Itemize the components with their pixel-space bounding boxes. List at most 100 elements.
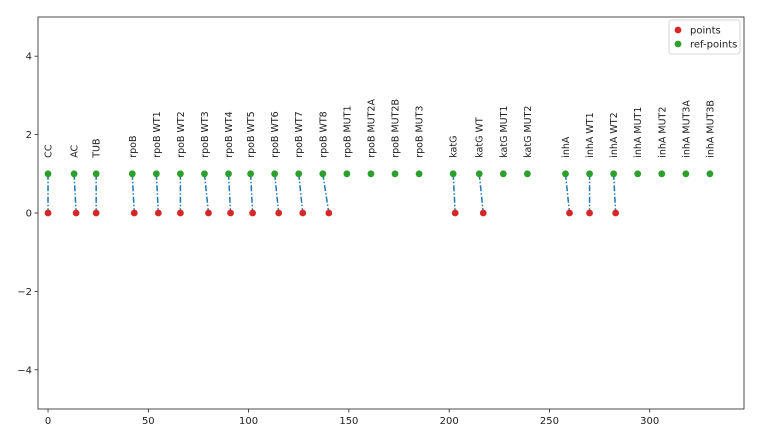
ref-point-marker bbox=[634, 170, 642, 178]
point-label: rpoB MUT2B bbox=[391, 99, 402, 158]
ref-point-marker bbox=[475, 170, 483, 178]
ref-point-marker bbox=[92, 170, 100, 178]
point-marker bbox=[479, 209, 487, 217]
y-tick-label: −2 bbox=[17, 287, 32, 298]
point-label: katG MUT1 bbox=[499, 106, 510, 158]
point-marker bbox=[451, 209, 459, 217]
point-label: rpoB WT4 bbox=[224, 111, 235, 158]
point-marker bbox=[299, 209, 307, 217]
marker-layer bbox=[44, 170, 714, 217]
point-label: rpoB WT2 bbox=[176, 111, 187, 158]
point-label: rpoB MUT3 bbox=[415, 106, 426, 158]
x-tick-label: 0 bbox=[45, 416, 51, 427]
x-tick-label: 300 bbox=[640, 416, 659, 427]
ref-point-marker bbox=[415, 170, 423, 178]
y-tick-label: −4 bbox=[17, 365, 32, 376]
x-tick-label: 200 bbox=[440, 416, 459, 427]
legend-label: points bbox=[690, 26, 721, 37]
ref-point-marker bbox=[44, 170, 52, 178]
point-marker bbox=[92, 209, 100, 217]
connector-line bbox=[564, 173, 571, 214]
point-label: inhA bbox=[561, 136, 572, 158]
point-label: inhA MUT1 bbox=[633, 107, 644, 158]
point-label: rpoB WT5 bbox=[246, 111, 257, 158]
connector-line bbox=[203, 173, 210, 214]
y-tick-label: 2 bbox=[26, 130, 32, 141]
point-marker bbox=[72, 209, 80, 217]
point-marker bbox=[130, 209, 138, 217]
point-label: AC bbox=[70, 144, 81, 157]
ref-point-marker bbox=[319, 170, 327, 178]
ref-point-marker bbox=[225, 170, 232, 178]
y-tick-label: 0 bbox=[26, 209, 32, 220]
ref-point-marker bbox=[562, 170, 569, 178]
point-label: inhA MUT3A bbox=[681, 100, 692, 158]
point-label: rpoB WT3 bbox=[200, 111, 211, 158]
connector-line bbox=[131, 173, 136, 214]
ref-point-marker bbox=[523, 170, 531, 178]
ref-point-marker bbox=[449, 170, 457, 178]
ref-point-marker bbox=[658, 170, 666, 178]
x-tick-label: 100 bbox=[239, 416, 258, 427]
connector-line bbox=[612, 173, 617, 214]
point-marker bbox=[325, 209, 333, 217]
legend: points ref-points bbox=[668, 19, 741, 55]
point-label: CC bbox=[44, 144, 55, 158]
x-tick-label: 150 bbox=[339, 416, 358, 427]
point-label: rpoB bbox=[128, 136, 139, 158]
ref-point-marker bbox=[177, 170, 184, 178]
point-marker bbox=[586, 209, 593, 217]
connector-line bbox=[452, 173, 456, 214]
point-label: rpoB MUT1 bbox=[342, 106, 353, 158]
ref-point-marker bbox=[343, 170, 351, 178]
ref-point-marker bbox=[367, 170, 375, 178]
ref-point-marker bbox=[682, 170, 690, 178]
connector-line bbox=[273, 173, 280, 214]
ref-point-marker bbox=[499, 170, 507, 178]
point-marker bbox=[154, 209, 162, 217]
ref-point-marker bbox=[201, 170, 208, 178]
plot-frame bbox=[37, 16, 745, 410]
connector-line bbox=[322, 173, 330, 214]
legend-box bbox=[668, 19, 741, 55]
point-marker bbox=[566, 209, 573, 217]
ref-point-marker bbox=[128, 170, 136, 178]
axes: 0 50 100 150 200 250 300 −4 −2 0 2 4 bbox=[17, 16, 745, 427]
point-label: rpoB MUT2A bbox=[366, 99, 377, 158]
connector-line bbox=[249, 173, 254, 214]
legend-marker bbox=[674, 26, 682, 34]
point-label: TUB bbox=[92, 139, 103, 159]
legend-marker bbox=[674, 40, 682, 48]
ref-point-marker bbox=[247, 170, 255, 178]
point-marker bbox=[612, 209, 620, 217]
point-label: inhA WT1 bbox=[585, 112, 596, 157]
x-tick-label: 250 bbox=[540, 416, 559, 427]
connector-line bbox=[297, 173, 304, 214]
point-label: rpoB WT8 bbox=[318, 111, 329, 158]
ref-point-marker bbox=[706, 170, 714, 178]
connector-line bbox=[478, 173, 485, 214]
point-label: rpoB WT6 bbox=[270, 111, 281, 158]
point-marker bbox=[44, 209, 52, 217]
point-label: katG bbox=[449, 136, 460, 158]
connector-line bbox=[155, 173, 160, 214]
point-marker bbox=[227, 209, 234, 217]
point-label: rpoB WT1 bbox=[152, 111, 163, 158]
x-tick-label: 50 bbox=[142, 416, 155, 427]
point-label-layer: CC AC TUB rpoB rpoB WT1 rpoB WT2 rpoB WT3 rpoB … bbox=[44, 99, 717, 159]
ref-point-marker bbox=[391, 170, 399, 178]
connector-line bbox=[73, 173, 77, 214]
point-label: inhA WT2 bbox=[609, 112, 620, 157]
ref-point-marker bbox=[152, 170, 160, 178]
point-label: katG MUT2 bbox=[523, 106, 534, 158]
point-marker bbox=[249, 209, 257, 217]
point-marker bbox=[177, 209, 184, 217]
legend-label: ref-points bbox=[690, 40, 737, 51]
point-label: inhA MUT2 bbox=[657, 107, 668, 158]
y-tick-label: 4 bbox=[26, 52, 32, 63]
connector-layer bbox=[47, 173, 617, 214]
point-label: rpoB WT7 bbox=[294, 111, 305, 158]
connector-line bbox=[227, 173, 232, 214]
ref-point-marker bbox=[610, 170, 618, 178]
